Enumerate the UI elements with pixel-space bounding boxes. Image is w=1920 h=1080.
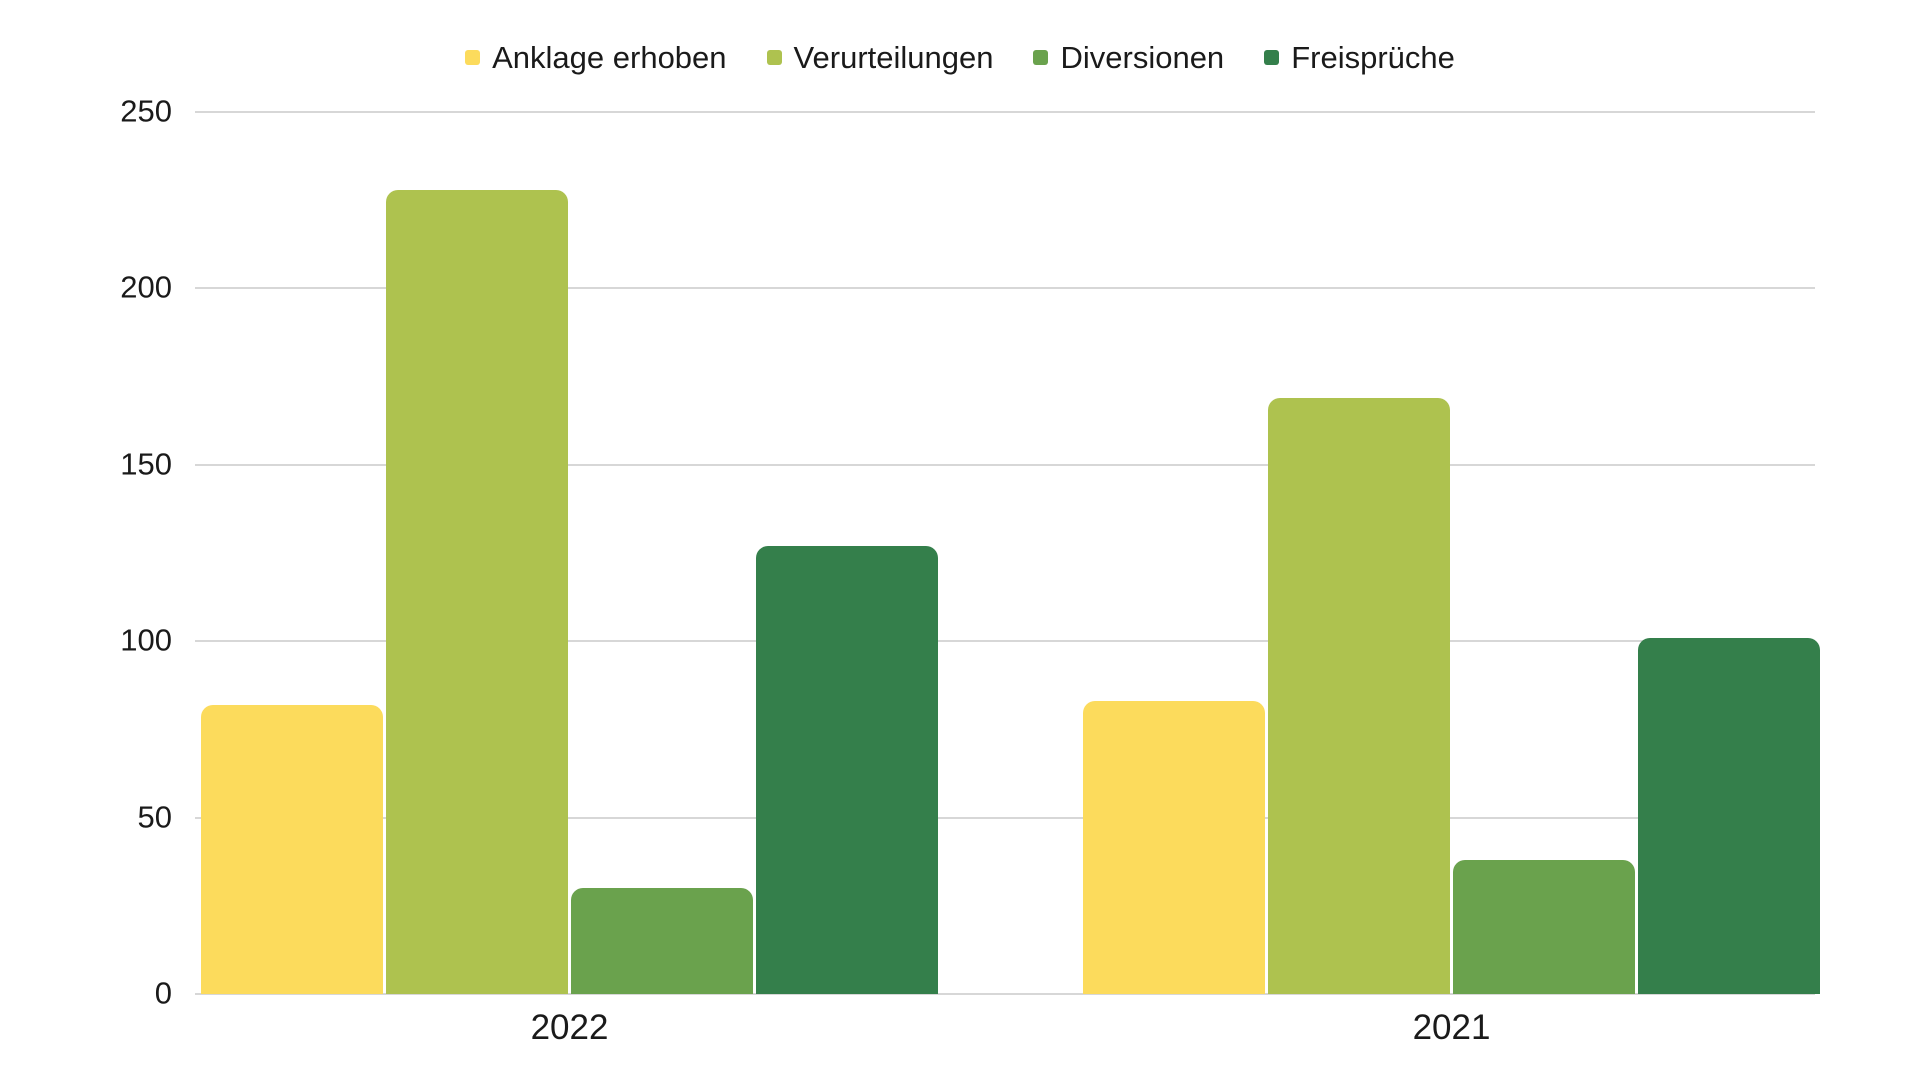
legend-item-diversionen: Diversionen (1033, 42, 1224, 73)
legend-item-anklage-erhoben: Anklage erhoben (465, 40, 727, 75)
bar-anklage-erhoben-2022 (201, 704, 383, 994)
gridline-250 (195, 111, 1815, 113)
legend-swatch-anklage-erhoben (465, 50, 481, 65)
x-axis-label-2021: 2021 (1412, 1008, 1491, 1047)
legend-item-verurteilungen: Verurteilungen (766, 40, 994, 75)
legend-label-freispr-che: Freisprüche (1291, 40, 1455, 75)
gridline-100 (195, 640, 1815, 643)
bar-verurteilungen-2021 (1268, 397, 1450, 994)
y-tick-label-100: 100 (120, 622, 172, 658)
bar-freispr-che-2022 (756, 545, 938, 994)
bar-anklage-erhoben-2021 (1083, 701, 1265, 994)
y-tick-label-50: 50 (137, 798, 172, 834)
plot-area: 0 50 100 150 200 250 2022 2021 (120, 93, 1820, 1047)
legend-swatch-verurteilungen (766, 50, 782, 65)
y-tick-label-250: 250 (120, 93, 172, 129)
legend-item-freispr-che: Freisprüche (1264, 42, 1455, 73)
legend-label-diversionen: Diversionen (1060, 40, 1225, 75)
gridline-50 (195, 816, 1815, 819)
bar-diversionen-2022 (571, 888, 753, 994)
gridline-200 (195, 287, 1815, 290)
y-tick-label-150: 150 (120, 446, 172, 482)
gridline-0 (195, 993, 1815, 995)
bar-group-2021: 2021 (1083, 112, 1820, 1047)
bar-diversionen-2021 (1453, 859, 1635, 994)
y-tick-label-200: 200 (120, 269, 172, 305)
gridline-150 (195, 463, 1815, 466)
chart-legend: Anklage erhoben Verurteilungen Diversionen… (0, 42, 1920, 73)
x-axis-label-2022: 2022 (530, 1008, 609, 1047)
legend-swatch-diversionen (1033, 50, 1049, 65)
bar-freispr-che-2021 (1638, 637, 1820, 994)
legend-label-anklage-erhoben: Anklage erhoben (492, 40, 727, 75)
bar-verurteilungen-2022 (386, 189, 568, 994)
legend-label-verurteilungen: Verurteilungen (793, 40, 994, 75)
bar-group-2022: 2022 (201, 112, 938, 1047)
legend-swatch-freispr-che (1264, 50, 1280, 65)
y-tick-label-0: 0 (154, 975, 172, 1011)
